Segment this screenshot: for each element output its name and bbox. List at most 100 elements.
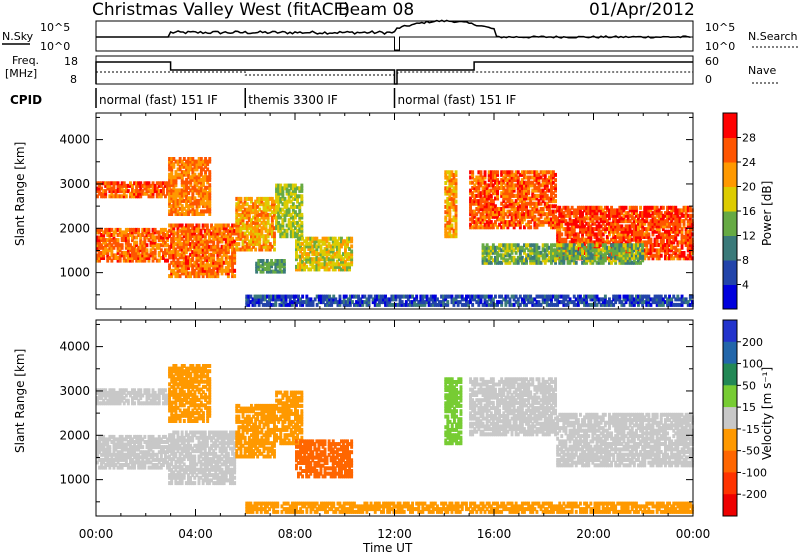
heatmap-cell [240, 197, 243, 201]
heatmap-cell [415, 295, 418, 299]
heatmap-band [275, 184, 303, 239]
heatmap-cell [254, 248, 257, 252]
nave-label: Nave [748, 64, 776, 77]
heatmap-cell [300, 221, 303, 225]
heatmap-cell [560, 232, 563, 236]
heatmap-cell [208, 157, 211, 161]
heatmap-cell [206, 224, 209, 228]
freq-unit: [MHz] [5, 67, 37, 80]
beam-label: Beam 08 [338, 0, 414, 20]
freq-tick-bottom: 8 [70, 73, 77, 86]
freq-label: Freq. [12, 54, 39, 67]
heatmap-band [96, 228, 169, 263]
heatmap-cell [625, 206, 628, 210]
heatmap-cell [554, 173, 557, 177]
cpid-segment-label: normal (fast) 151 IF [99, 93, 218, 107]
heatmap-cell [301, 295, 304, 299]
heatmap-band [168, 224, 236, 279]
heatmap-cell [117, 238, 120, 242]
freq-tick-top: 18 [64, 55, 78, 68]
heatmap-cell [455, 178, 458, 182]
heatmap-cell [554, 183, 557, 187]
heatmap-cell [529, 225, 532, 229]
heatmap-cell [554, 199, 557, 203]
cpid-row: CPID normal (fast) 151 IF themis 3300 IF n… [10, 88, 516, 108]
nsearch-tick-bottom: 10^0 [705, 40, 735, 53]
freq-panel: Freq. [MHz] 18 8 60 0 Nave [5, 54, 780, 86]
cpid-label: CPID [10, 93, 42, 107]
heatmap-cell [618, 295, 621, 299]
heatmap-cell [554, 178, 557, 182]
heatmap-band [469, 170, 557, 229]
heatmap-cell [135, 241, 138, 245]
heatmap-band [96, 181, 169, 198]
heatmap-cell [339, 295, 342, 299]
heatmap-cell [591, 243, 594, 247]
heatmap-cell [455, 200, 458, 204]
heatmap-cell [650, 238, 653, 242]
heatmap-cell [604, 295, 607, 299]
heatmap-cell [233, 274, 236, 278]
heatmap-cell [237, 242, 240, 246]
nave-tick-bottom: 0 [705, 73, 712, 86]
date-label: 01/Apr/2012 [589, 0, 695, 20]
heatmap-cell [208, 183, 211, 187]
heatmap-cell [660, 254, 663, 258]
heatmap-cell [494, 295, 497, 299]
nsky-tick-top: 10^5 [40, 21, 70, 34]
heatmap-cell [350, 250, 353, 254]
nsky-tick-bottom: 10^0 [40, 40, 70, 53]
nave-tick-top: 60 [705, 55, 719, 68]
heatmap-cell [146, 248, 149, 252]
heatmap-cell [647, 232, 650, 236]
cpid-segment-label: themis 3300 IF [248, 93, 338, 107]
heatmap-cell [300, 184, 303, 188]
heatmap-cell [350, 244, 353, 248]
heatmap-cell [554, 194, 557, 198]
heatmap-cell [233, 269, 236, 273]
heatmap-band [444, 170, 457, 238]
heatmap-cell [273, 248, 276, 252]
heatmap-cell [575, 261, 578, 265]
heatmap-cell [125, 194, 128, 198]
heatmap-band [482, 243, 645, 264]
heatmap-band [295, 237, 353, 272]
nsky-label: N.Sky [2, 30, 34, 43]
heatmap-cell [121, 243, 124, 247]
heatmap-cell [455, 205, 458, 209]
chart-title: Christmas Valley West (fitACF) [92, 0, 350, 20]
nsky-panel: N.Sky 10^5 10^0 10^5 10^0 N.Search [2, 20, 798, 53]
heatmap-cell [137, 228, 140, 232]
heatmap-cell [455, 170, 458, 174]
heatmap-cell [198, 224, 201, 228]
heatmap-band [235, 197, 276, 252]
heatmap-cell [208, 170, 211, 174]
heatmap-cell [639, 206, 642, 210]
cpid-segment-label: normal (fast) 151 IF [398, 93, 517, 107]
heatmap-cell [446, 300, 449, 304]
heatmap-cell [471, 170, 474, 174]
heatmap-cell [273, 232, 276, 236]
heatmap-cell [538, 246, 541, 250]
heatmap-band [245, 295, 694, 307]
heatmap-cell [300, 213, 303, 217]
heatmap-cell [451, 224, 454, 228]
heatmap-cell [283, 259, 286, 263]
heatmap-cell [250, 197, 253, 201]
heatmap-cell [662, 206, 665, 210]
nsearch-label: N.Search [748, 30, 798, 43]
heatmap-band [168, 157, 211, 216]
nsearch-tick-top: 10^5 [705, 21, 735, 34]
heatmap-cell [496, 170, 499, 174]
heatmap-cell [471, 303, 474, 307]
heatmap-cell [596, 243, 599, 247]
heatmap-cell [641, 243, 644, 247]
heatmap-cell [146, 243, 149, 247]
heatmap-cell [484, 170, 487, 174]
heatmap-cell [683, 251, 686, 255]
heatmap-cell [635, 206, 638, 210]
heatmap-cell [300, 194, 303, 198]
heatmap-band [255, 259, 286, 274]
